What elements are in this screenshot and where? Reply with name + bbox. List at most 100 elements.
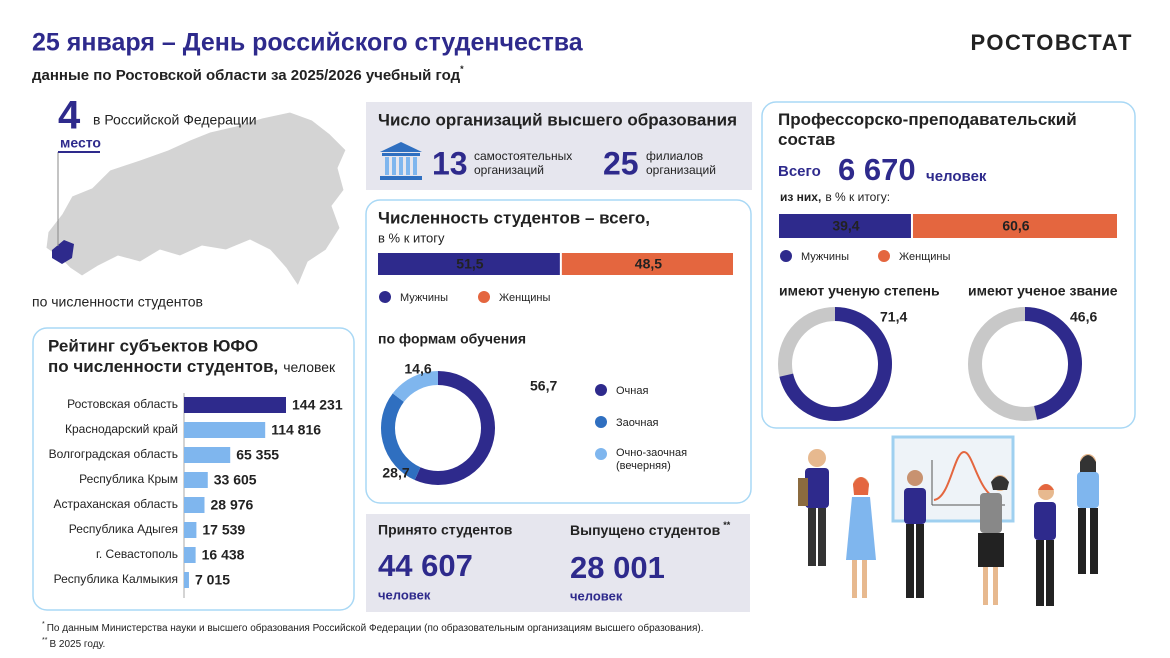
- legend-label: Очно-заочная (вечерняя): [616, 447, 688, 472]
- footnote-1: * По данным Министерства науки и высшего …: [42, 621, 704, 634]
- rank-caption: по численности студентов: [32, 294, 203, 310]
- rating-value: 114 816: [271, 422, 321, 438]
- rating-bar: [184, 397, 286, 413]
- rating-title: Рейтинг субъектов ЮФО: [48, 336, 258, 355]
- organizations-count: 13: [432, 145, 468, 181]
- students-subtitle: в % к итогу: [378, 230, 445, 245]
- rating-bar: [184, 497, 205, 513]
- ring-segment: [1024, 307, 1082, 420]
- legend-label: Женщины: [499, 292, 550, 304]
- staff-title: Профессорско-преподавательский состав: [778, 110, 1077, 149]
- rating-subtitle: по численности студентов, человек: [48, 357, 336, 376]
- rating-value: 33 605: [214, 472, 257, 488]
- rating-title2: по численности студентов,: [48, 357, 278, 376]
- students-box: [365, 199, 752, 504]
- legend-label: Женщины: [899, 251, 950, 263]
- rating-bar: [184, 572, 189, 588]
- staff-charts: 39,4 Мужчины 60,6 Женщины имеют ученую степе…: [778, 214, 1118, 421]
- footnote-2-mark: **: [42, 637, 48, 644]
- donut-label: 28,7: [382, 465, 409, 481]
- legend-label: Заочная: [616, 417, 659, 429]
- share-bar: [779, 214, 911, 238]
- footnote-2-text: В 2025 году.: [49, 639, 105, 650]
- admitted-title: Принято студентов: [378, 522, 513, 538]
- region-name: Астраханская область: [54, 497, 178, 511]
- legend-swatch: [478, 291, 490, 303]
- rating-value: 16 438: [202, 547, 245, 563]
- graduated-title: Выпущено студентов **: [570, 520, 731, 537]
- legend-swatch: [595, 416, 607, 428]
- legend-swatch: [595, 448, 607, 460]
- staff-total-label: Всего: [778, 163, 821, 180]
- share-label: 60,6: [1002, 218, 1029, 234]
- legend-swatch: [379, 291, 391, 303]
- branches-label: филиалов организаций: [646, 149, 716, 177]
- region-name: г. Севастополь: [96, 547, 178, 561]
- donut-segment: [414, 371, 495, 485]
- footnote-1-mark: *: [42, 621, 45, 628]
- share-label: 39,4: [832, 218, 859, 234]
- share-note-bold: из них,: [780, 190, 821, 204]
- region-name: Республика Калмыкия: [54, 572, 178, 586]
- rating-value: 144 231: [292, 397, 343, 413]
- students-charts: 51,5 Мужчины 48,5 Женщины 56,7 28,7 14,6 Очная З…: [378, 253, 733, 485]
- subtitle: данные по Ростовской области за 2025/202…: [32, 64, 464, 84]
- map-russia: [45, 111, 347, 288]
- footnote-2: ** В 2025 году.: [42, 637, 105, 650]
- share-bar: [912, 214, 1117, 238]
- footnote-mark: *: [460, 64, 464, 74]
- legend-label: Очная: [616, 385, 648, 397]
- legend-swatch: [595, 384, 607, 396]
- donut-segment: [392, 371, 439, 403]
- legend-label: Мужчины: [400, 292, 448, 304]
- rating-bar: [184, 422, 266, 438]
- rating-value: 7 015: [195, 572, 230, 588]
- flows-box: [366, 514, 750, 612]
- donut-label: 56,7: [530, 378, 557, 394]
- rating-bar: [184, 447, 231, 463]
- graduated-unit: человек: [570, 588, 623, 603]
- legend-label: Мужчины: [801, 251, 849, 263]
- organizations-label: самостоятельных организаций: [474, 149, 573, 177]
- ring-label: 71,4: [880, 309, 907, 325]
- share-label: 48,5: [635, 256, 662, 272]
- brand: РОСТОВСТАТ: [970, 30, 1133, 55]
- legend-swatch: [878, 250, 890, 262]
- illustration: [798, 435, 1099, 606]
- rating-bar: [184, 472, 208, 488]
- ring-title: имеют ученое звание: [968, 283, 1118, 299]
- students-title: Численность студентов – всего,: [378, 208, 650, 227]
- admitted-unit: человек: [378, 587, 431, 602]
- rating-rows: Ростовская область 144 231 Краснодарский к…: [49, 397, 343, 588]
- rating-value: 17 539: [202, 522, 245, 538]
- ring-title: имеют ученую степень: [779, 283, 940, 299]
- staff-unit: человек: [926, 168, 987, 185]
- share-label: 51,5: [456, 256, 483, 272]
- donut-segment: [381, 393, 421, 481]
- region-name: Волгоградская область: [49, 447, 178, 461]
- rank-note: в Российской Федерации: [93, 112, 257, 128]
- footnote-1-text: По данным Министерства науки и высшего о…: [47, 622, 704, 634]
- university-icon: [380, 142, 422, 180]
- rating-value: 28 976: [210, 497, 253, 513]
- share-bar: [561, 253, 733, 275]
- ring-label: 46,6: [1070, 309, 1097, 325]
- branches-count: 25: [603, 145, 639, 181]
- staff-box: [761, 101, 1136, 429]
- staff-share-note: из них, в % к итогу:: [780, 190, 890, 204]
- admitted-value: 44 607: [378, 548, 473, 583]
- graduated-value: 28 001: [570, 550, 665, 585]
- rank-unit: место: [60, 135, 101, 151]
- share-note-text: в % к итогу:: [825, 190, 890, 204]
- organizations-title: Число организаций высшего образования: [378, 110, 737, 129]
- donut-label: 14,6: [404, 361, 431, 377]
- rating-bar: [184, 547, 196, 563]
- staff-total: 6 670: [838, 152, 916, 187]
- region-name: Республика Адыгея: [69, 522, 178, 536]
- region-name: Ростовская область: [67, 397, 178, 411]
- forms-title: по формам обучения: [378, 331, 526, 347]
- rating-value: 65 355: [236, 447, 279, 463]
- legend-swatch: [780, 250, 792, 262]
